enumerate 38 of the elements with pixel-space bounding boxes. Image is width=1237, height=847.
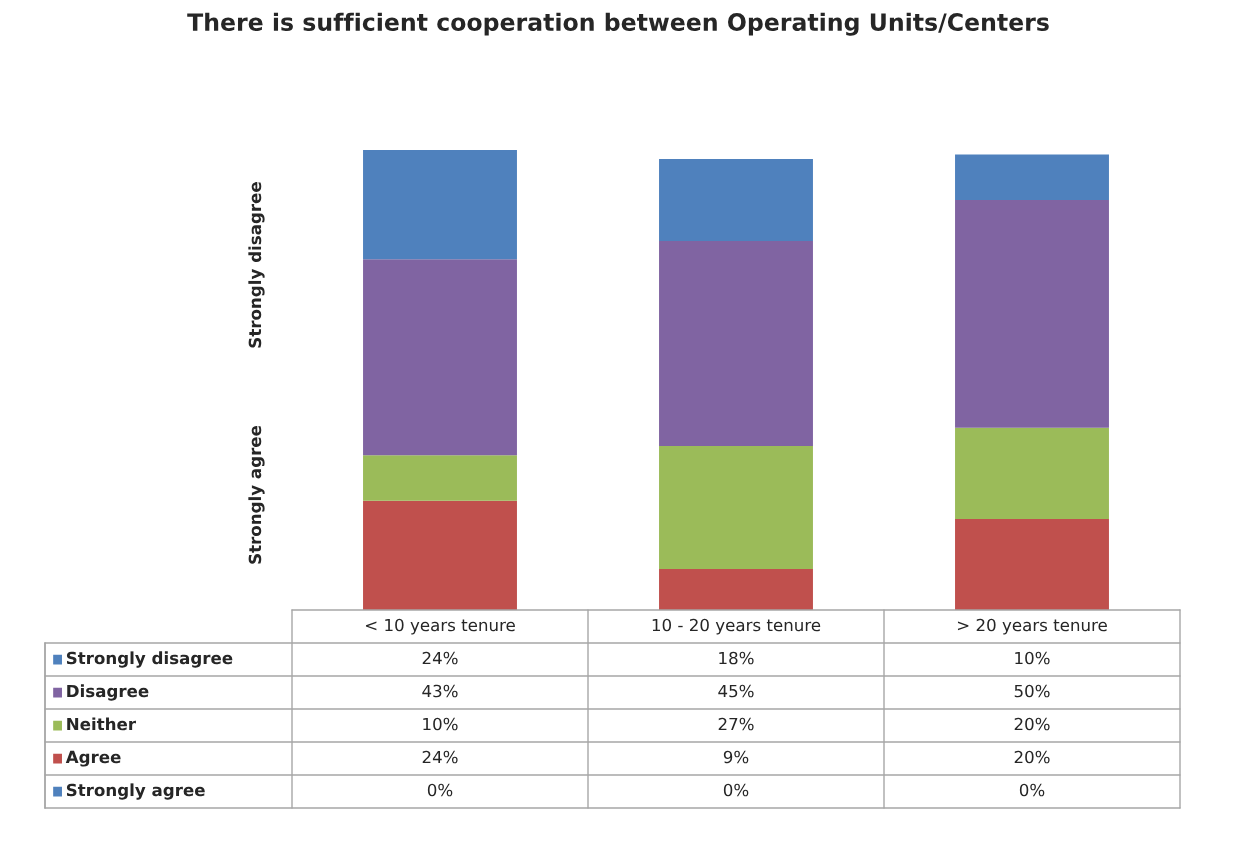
x-tick-label: 10 - 20 years tenure xyxy=(652,618,821,635)
legend-label: Strongly disagree xyxy=(66,651,233,668)
data-label: 0% xyxy=(723,783,749,797)
data-label: 0% xyxy=(427,783,453,797)
data-label: 0% xyxy=(1019,783,1045,797)
bar xyxy=(955,200,1109,428)
bar xyxy=(659,569,813,610)
x-tick-label: > 20 years tenure xyxy=(957,618,1107,635)
bar xyxy=(363,455,517,501)
bar xyxy=(955,518,1109,610)
data-label: 24% xyxy=(422,651,458,665)
chart-title: There is sufficient cooperation between Operating Units/Centers xyxy=(187,12,1049,36)
data-label: 9% xyxy=(723,750,749,764)
bar xyxy=(659,159,813,242)
data-label: 10% xyxy=(1015,651,1050,665)
text: Strongly agree xyxy=(248,425,265,564)
bar xyxy=(659,241,813,447)
data-label: 50% xyxy=(1014,684,1050,698)
legend-label: Strongly agree xyxy=(66,783,205,800)
x-tick-label: < 10 years tenure xyxy=(365,618,515,635)
bar xyxy=(363,259,517,456)
bar xyxy=(955,154,1109,201)
data-label: 27% xyxy=(718,717,754,731)
bar xyxy=(363,150,517,260)
bar xyxy=(363,500,517,610)
data-label: 20% xyxy=(1014,750,1050,764)
bar xyxy=(659,446,813,570)
bar xyxy=(955,427,1109,519)
data-label: 20% xyxy=(1014,717,1050,731)
legend-label: Agree xyxy=(65,750,121,767)
data-label: 24% xyxy=(422,750,458,764)
data-label: 18% xyxy=(719,651,754,665)
text: Strongly disagree xyxy=(248,182,265,348)
data-label: 45% xyxy=(718,684,754,698)
legend-label: Disagree xyxy=(67,684,149,701)
legend-label: Neither xyxy=(67,717,136,731)
data-label: 43% xyxy=(422,684,458,698)
data-label: 10% xyxy=(423,717,458,731)
